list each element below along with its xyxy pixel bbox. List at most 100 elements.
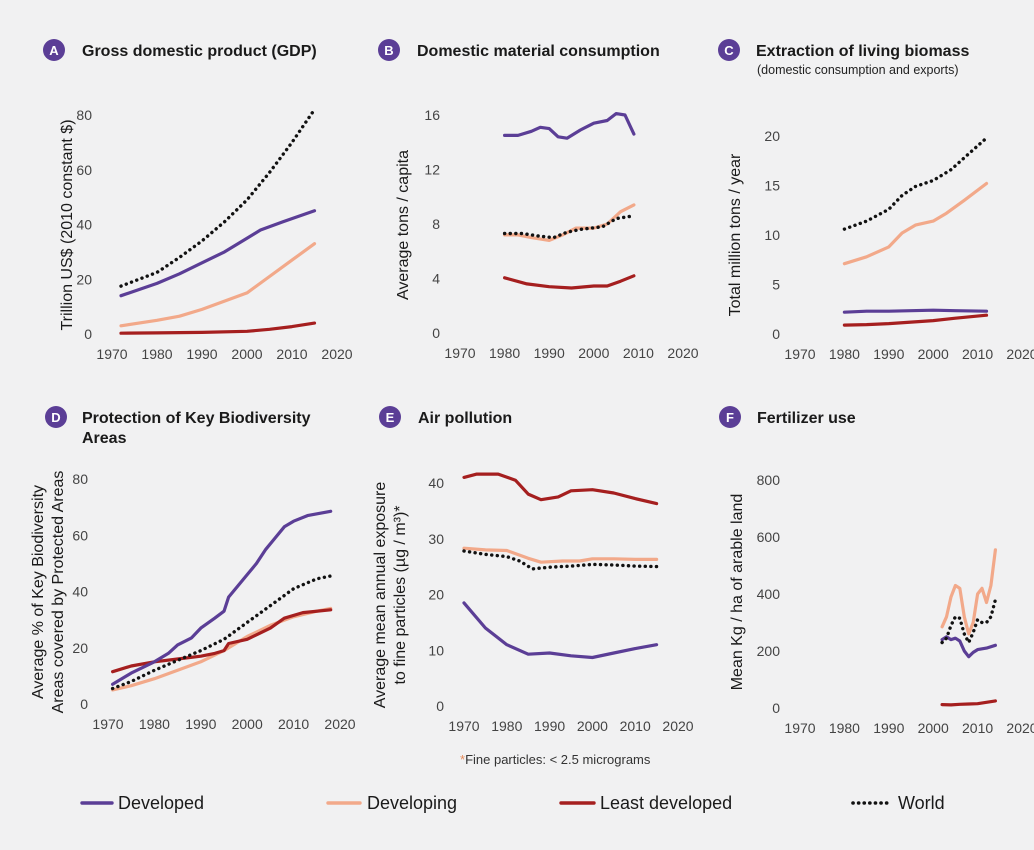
series-line-world (842, 136, 989, 231)
panel-title: Domestic material consumption (417, 43, 660, 60)
y-tick-label: 200 (757, 643, 781, 659)
panel-badge-circle (378, 39, 400, 61)
y-tick-label: 20 (76, 271, 92, 287)
x-tick-label: 2010 (623, 345, 654, 361)
panel-badge-letter: F (726, 410, 734, 425)
panel-badge-letter: E (386, 410, 395, 425)
y-tick-label: 80 (76, 107, 92, 123)
y-tick-label: 20 (428, 587, 444, 603)
legend: Developed Developing Least developed World (80, 793, 945, 813)
y-tick-label: 30 (428, 531, 444, 547)
chart-panels: A Gross domestic product (GDP) Trillion US… (30, 39, 1034, 736)
x-tick-label: 2000 (232, 716, 263, 732)
y-tick-label: 60 (72, 527, 88, 543)
y-tick-label: 5 (772, 277, 780, 293)
legend-label-world: World (898, 793, 945, 813)
series-line-least-developed (462, 472, 659, 506)
y-tick-label: 80 (72, 471, 88, 487)
footnote: *Fine particles: < 2.5 micrograms (460, 752, 651, 767)
panel-ylabel: Total million tons / year (727, 153, 744, 316)
x-tick-label: 1970 (448, 718, 479, 734)
panel-subtitle: (domestic consumption and exports) (757, 63, 958, 77)
x-tick-label: 1990 (534, 345, 565, 361)
series-line-developed (119, 209, 317, 298)
series-line-developed (503, 112, 636, 140)
x-tick-label: 2010 (278, 716, 309, 732)
panel-title: Gross domestic product (GDP) (82, 43, 317, 60)
panel-f: F Fertilizer use Mean Kg / ha of arable la… (719, 406, 1034, 736)
footnote-star: * (460, 752, 465, 767)
x-tick-label: 2000 (231, 346, 262, 362)
x-tick-label: 1980 (491, 718, 522, 734)
x-tick-label: 1980 (829, 720, 860, 736)
panel-title: Fertilizer use (757, 410, 856, 427)
panel-title: Protection of Key Biodiversity Areas (82, 410, 311, 447)
x-tick-label: 2020 (1006, 346, 1034, 362)
panel-badge-circle (45, 406, 67, 428)
x-tick-label: 1970 (96, 346, 127, 362)
x-tick-label: 1970 (92, 716, 123, 732)
x-tick-label: 1990 (873, 346, 904, 362)
y-tick-label: 20 (72, 640, 88, 656)
series-line-developed (842, 308, 989, 314)
series-line-developing (842, 181, 989, 266)
panel-ylabel: Trillion US$ (2010 constant $) (59, 119, 76, 330)
series-line-developing (940, 548, 997, 636)
x-tick-label: 2020 (1006, 720, 1034, 736)
panel-badge-circle (43, 39, 65, 61)
y-tick-label: 800 (757, 472, 781, 488)
series-line-developing (462, 546, 659, 564)
x-tick-label: 2020 (667, 345, 698, 361)
y-tick-label: 0 (772, 326, 780, 342)
series-line-world (110, 574, 333, 691)
panel-badge-circle (379, 406, 401, 428)
x-tick-label: 2000 (578, 345, 609, 361)
x-tick-label: 2020 (324, 716, 355, 732)
legend-label-least-developed: Least developed (600, 793, 732, 813)
series-line-least-developed (503, 274, 636, 290)
panel-title: Extraction of living biomass (756, 43, 969, 60)
panel-badge-circle (718, 39, 740, 61)
x-tick-label: 1990 (534, 718, 565, 734)
series-line-world (462, 549, 659, 571)
panel-badge-letter: B (384, 43, 393, 58)
y-tick-label: 0 (772, 700, 780, 716)
y-tick-label: 40 (428, 475, 444, 491)
panel-badge-circle (719, 406, 741, 428)
series-line-world (940, 598, 998, 645)
x-tick-label: 1980 (141, 346, 172, 362)
x-tick-label: 2010 (620, 718, 651, 734)
x-tick-label: 1980 (139, 716, 170, 732)
panel-e: E Air pollution Average mean annual exposu… (372, 406, 694, 734)
panel-ylabel: Average % of Key Biodiversity Areas cover… (30, 471, 67, 714)
x-tick-label: 1990 (873, 720, 904, 736)
x-tick-label: 1990 (185, 716, 216, 732)
panel-d: D Protection of Key Biodiversity Areas Aver… (30, 406, 356, 732)
y-tick-label: 16 (424, 107, 440, 123)
series-line-least-developed (940, 699, 997, 707)
y-tick-label: 12 (424, 162, 440, 178)
panel-ylabel: Average mean annual exposure to fine part… (372, 482, 409, 709)
series-line-developed (940, 635, 997, 659)
series-line-world (502, 214, 636, 240)
y-tick-label: 60 (76, 162, 92, 178)
panel-ylabel: Average tons / capita (395, 150, 412, 300)
x-tick-label: 2000 (918, 346, 949, 362)
x-tick-label: 1990 (186, 346, 217, 362)
y-tick-label: 4 (432, 271, 440, 287)
y-tick-label: 0 (436, 698, 444, 714)
y-tick-label: 0 (432, 325, 440, 341)
y-tick-label: 600 (757, 529, 781, 545)
panel-badge-letter: D (51, 410, 60, 425)
series-line-world (119, 107, 317, 288)
x-tick-label: 2000 (577, 718, 608, 734)
x-tick-label: 2020 (321, 346, 352, 362)
legend-label-developing: Developing (367, 793, 457, 813)
x-tick-label: 2010 (962, 720, 993, 736)
x-tick-label: 1970 (784, 346, 815, 362)
y-tick-label: 0 (84, 326, 92, 342)
panel-c: C Extraction of living biomass (domestic c… (718, 39, 1034, 362)
series-line-developed (111, 509, 333, 686)
panel-ylabel: Mean Kg / ha of arable land (729, 494, 746, 691)
